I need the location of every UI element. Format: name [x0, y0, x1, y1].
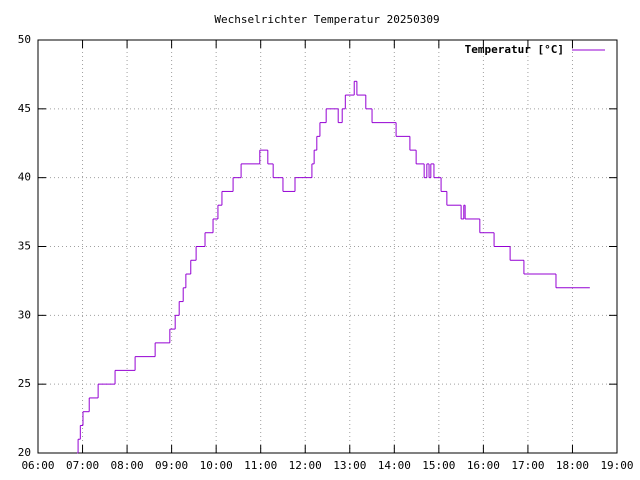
x-tick-label: 13:00	[333, 459, 366, 472]
chart-title: Wechselrichter Temperatur 20250309	[214, 13, 439, 26]
plot-border	[37, 39, 618, 454]
x-tick-label: 09:00	[155, 459, 188, 472]
y-tick-label: 30	[18, 308, 31, 321]
y-tick-label: 40	[18, 171, 31, 184]
x-tick-label: 12:00	[289, 459, 322, 472]
y-tick-label: 25	[18, 377, 31, 390]
x-tick-label: 06:00	[21, 459, 54, 472]
x-tick-label: 10:00	[200, 459, 233, 472]
x-tick-label: 19:00	[600, 459, 633, 472]
y-tick-label: 45	[18, 102, 31, 115]
x-tick-label: 17:00	[511, 459, 544, 472]
x-tick-label: 07:00	[66, 459, 99, 472]
x-tick-label: 11:00	[244, 459, 277, 472]
y-tick-label: 20	[18, 446, 31, 459]
x-tick-label: 18:00	[556, 459, 589, 472]
x-tick-label: 15:00	[422, 459, 455, 472]
x-tick-label: 16:00	[467, 459, 500, 472]
y-tick-label: 35	[18, 240, 31, 253]
x-tick-label: 14:00	[378, 459, 411, 472]
legend-label: Temperatur [°C]	[465, 43, 564, 56]
x-tick-label: 08:00	[111, 459, 144, 472]
y-tick-label: 50	[18, 33, 31, 46]
